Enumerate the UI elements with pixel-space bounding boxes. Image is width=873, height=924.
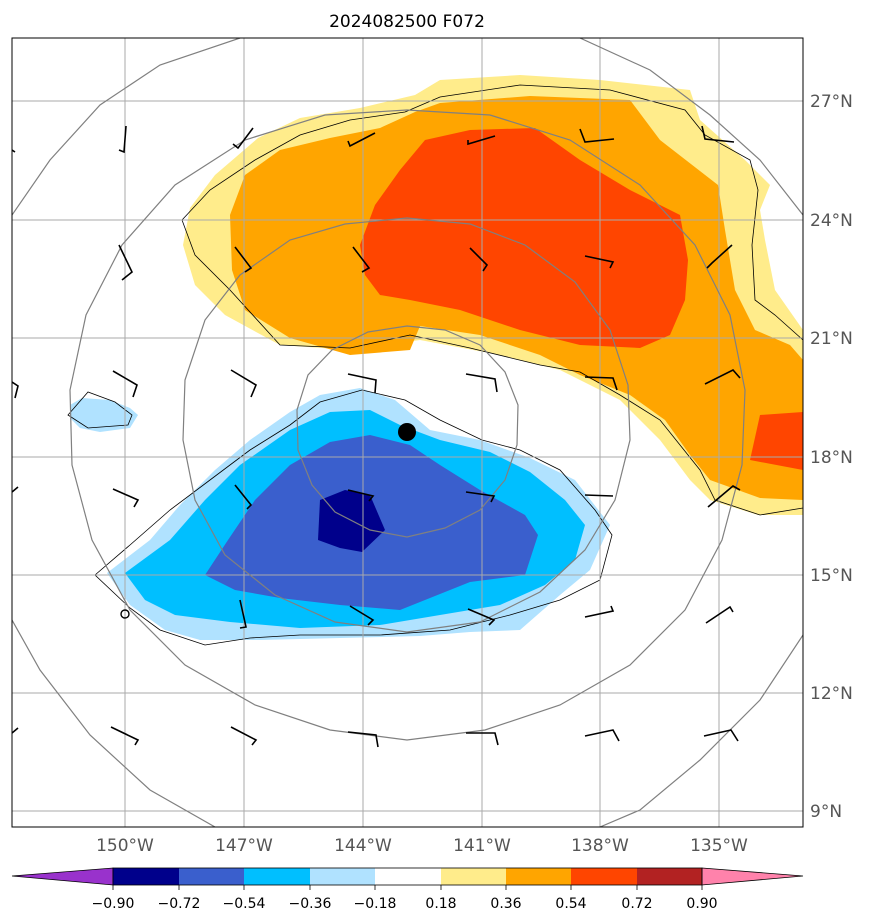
colorbar-segment [179, 868, 244, 885]
map-panel [12, 38, 803, 827]
colorbar-segment [441, 868, 506, 885]
wind-barb [584, 376, 618, 391]
colorbar-segment [506, 868, 571, 885]
colorbar-segment [244, 868, 310, 885]
range-ring-2 [182, 217, 631, 633]
storm-center-marker [398, 423, 416, 441]
wind-barb [234, 246, 253, 273]
wind-barb [234, 484, 253, 510]
lon-label: 135°W [690, 836, 748, 856]
colorbar-frame [112, 867, 703, 886]
wind-barb [707, 485, 741, 508]
wind-barb [347, 489, 375, 502]
wind-barb [112, 488, 140, 508]
lat-axis-labels: 27°N 24°N 21°N 18°N 15°N 12°N 9°N [810, 92, 853, 822]
colorbar-extend-low [11, 867, 114, 886]
contour-fill-0.54-0.72 [360, 128, 688, 348]
contour-line-positive-2 [181, 219, 803, 516]
lon-label: 150°W [96, 836, 154, 856]
wind-barb [232, 127, 254, 150]
colorbar-segment [571, 868, 637, 885]
contour-fill-0.54-0.72-east [750, 412, 803, 470]
colorbar-segment [375, 868, 441, 885]
colorbar-extend-high [701, 867, 804, 886]
wind-barb [347, 373, 377, 394]
wind-barb [239, 599, 247, 629]
colorbar-tick-label: 0.54 [555, 896, 586, 912]
colorbar-tick-label: −0.36 [289, 896, 332, 912]
lat-label: 15°N [810, 566, 853, 586]
lon-label: 141°W [453, 836, 511, 856]
lat-label: 9°N [810, 802, 842, 822]
lat-label: 12°N [810, 684, 853, 704]
wind-barb [12, 381, 19, 399]
colorbar-tick-label: 0.90 [686, 896, 717, 912]
gridlines [12, 38, 803, 827]
plot-title: 2024082500 F072 [329, 12, 485, 32]
wind-barb [347, 731, 379, 748]
lon-label: 144°W [334, 836, 392, 856]
range-ring-1 [296, 325, 519, 538]
lat-label: 24°N [810, 211, 853, 231]
range-ring-3 [69, 109, 746, 741]
lat-label: 21°N [810, 329, 853, 349]
wind-barb [584, 729, 620, 742]
wind-barbs [12, 125, 741, 748]
contour-line-negative-west [67, 391, 133, 429]
wind-barb [467, 135, 496, 146]
wind-barb [584, 494, 614, 497]
map-frame [11, 37, 804, 828]
wind-barb [230, 726, 258, 746]
colorbar-segment [310, 868, 375, 885]
wind-barb [230, 369, 258, 398]
wind-barb [347, 132, 376, 148]
wind-barb [584, 255, 615, 269]
wind-barb [118, 244, 133, 281]
thin-contour-lines [67, 84, 803, 646]
colorbar-tick-label: 0.72 [621, 896, 652, 912]
wind-barb [705, 605, 734, 624]
range-rings [12, 38, 803, 827]
wind-barb [352, 246, 371, 273]
wind-barb [465, 491, 496, 503]
wind-barb [12, 727, 19, 734]
wind-barb [584, 605, 615, 618]
wind-barb [704, 369, 741, 385]
wind-barb [12, 486, 19, 493]
colorbar-tick-label: −0.72 [158, 896, 201, 912]
wind-barb [118, 125, 127, 154]
lat-label: 18°N [810, 448, 853, 468]
colorbar-tick-label: −0.90 [92, 896, 135, 912]
colorbar-segment [113, 868, 179, 885]
colorbar-tick-label: 0.36 [490, 896, 521, 912]
colorbar-tick-label: −0.18 [354, 896, 397, 912]
colorbar: −0.90 −0.72 −0.54 −0.36 −0.18 0.18 0.36 … [11, 867, 804, 912]
range-ring-4 [12, 38, 803, 827]
wind-barb [579, 128, 615, 143]
calm-wind-circle [120, 609, 130, 619]
wind-barb [701, 125, 735, 143]
colorbar-segment [637, 868, 702, 885]
wind-barb [466, 732, 499, 746]
lon-label: 138°W [571, 836, 629, 856]
wind-barb [703, 729, 739, 742]
wind-barb [110, 726, 140, 746]
wind-barb [465, 373, 498, 393]
wind-barb [349, 605, 375, 626]
positive-anomaly-field [183, 75, 803, 515]
lon-axis-labels: 150°W 147°W 144°W 141°W 138°W 135°W [96, 836, 748, 856]
wind-barb [467, 608, 496, 626]
wind-barb [706, 244, 733, 269]
lon-label: 147°W [215, 836, 273, 856]
colorbar-tick-label: 0.18 [425, 896, 456, 912]
lat-label: 27°N [810, 92, 853, 112]
colorbar-tick-label: −0.54 [223, 896, 266, 912]
contour-line-negative [94, 389, 613, 646]
wind-barb [112, 370, 138, 398]
contour-line-positive [181, 84, 803, 341]
wind-barb [469, 247, 489, 272]
